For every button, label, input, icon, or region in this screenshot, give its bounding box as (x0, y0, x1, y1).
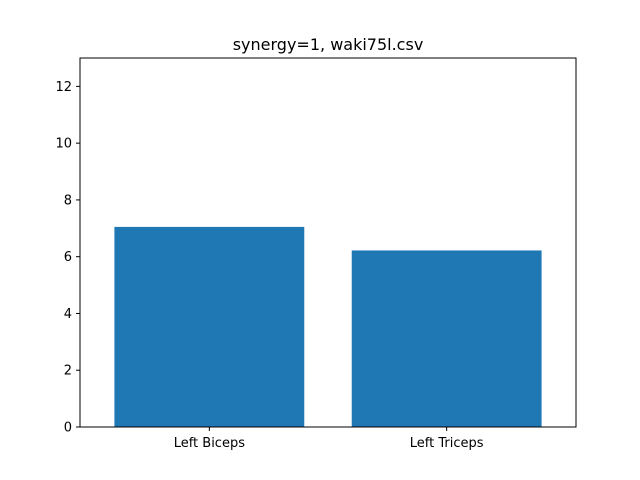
x-tick-label: Left Triceps (410, 436, 484, 451)
bar-left-triceps (351, 250, 542, 427)
y-axis-ticks: 0 2 4 6 8 10 12 (55, 80, 80, 436)
x-tick-label: Left Biceps (174, 436, 246, 451)
x-axis-ticks: Left Biceps Left Triceps (174, 427, 484, 451)
axes-frame (79, 57, 577, 428)
y-tick-label: 8 (64, 193, 72, 208)
y-tick-label: 4 (64, 307, 72, 322)
bar-left-biceps (114, 226, 305, 427)
chart-title: synergy=1, waki75l.csv (233, 35, 424, 54)
y-tick-label: 2 (64, 364, 72, 379)
y-tick-label: 12 (55, 80, 72, 95)
y-tick-label: 0 (64, 421, 72, 436)
y-tick-label: 10 (55, 137, 72, 152)
bars-layer (114, 226, 542, 427)
y-tick-label: 6 (64, 250, 72, 265)
